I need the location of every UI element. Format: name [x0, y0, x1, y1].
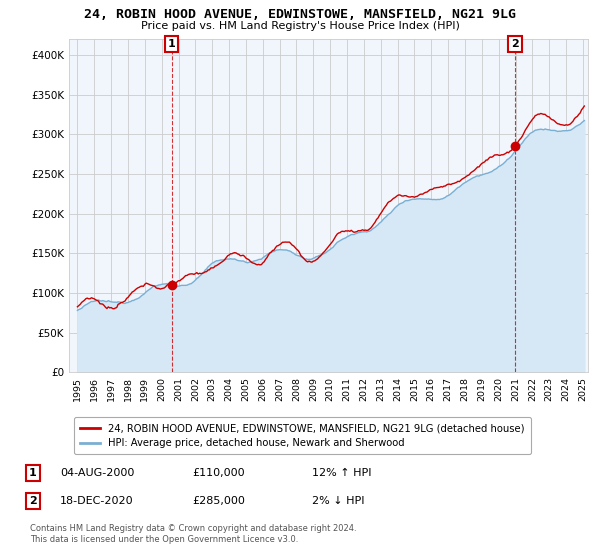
Text: 18-DEC-2020: 18-DEC-2020 — [60, 496, 134, 506]
Text: Contains HM Land Registry data © Crown copyright and database right 2024.: Contains HM Land Registry data © Crown c… — [30, 524, 356, 533]
Text: 2: 2 — [29, 496, 37, 506]
Legend: 24, ROBIN HOOD AVENUE, EDWINSTOWE, MANSFIELD, NG21 9LG (detached house), HPI: Av: 24, ROBIN HOOD AVENUE, EDWINSTOWE, MANSF… — [74, 417, 530, 454]
Text: 04-AUG-2000: 04-AUG-2000 — [60, 468, 134, 478]
Text: £285,000: £285,000 — [192, 496, 245, 506]
Text: Price paid vs. HM Land Registry's House Price Index (HPI): Price paid vs. HM Land Registry's House … — [140, 21, 460, 31]
Text: 24, ROBIN HOOD AVENUE, EDWINSTOWE, MANSFIELD, NG21 9LG: 24, ROBIN HOOD AVENUE, EDWINSTOWE, MANSF… — [84, 8, 516, 21]
Text: 2: 2 — [511, 39, 519, 49]
Text: 1: 1 — [168, 39, 176, 49]
Text: £110,000: £110,000 — [192, 468, 245, 478]
Text: 1: 1 — [29, 468, 37, 478]
Text: 12% ↑ HPI: 12% ↑ HPI — [312, 468, 371, 478]
Text: 2% ↓ HPI: 2% ↓ HPI — [312, 496, 365, 506]
Text: This data is licensed under the Open Government Licence v3.0.: This data is licensed under the Open Gov… — [30, 535, 298, 544]
